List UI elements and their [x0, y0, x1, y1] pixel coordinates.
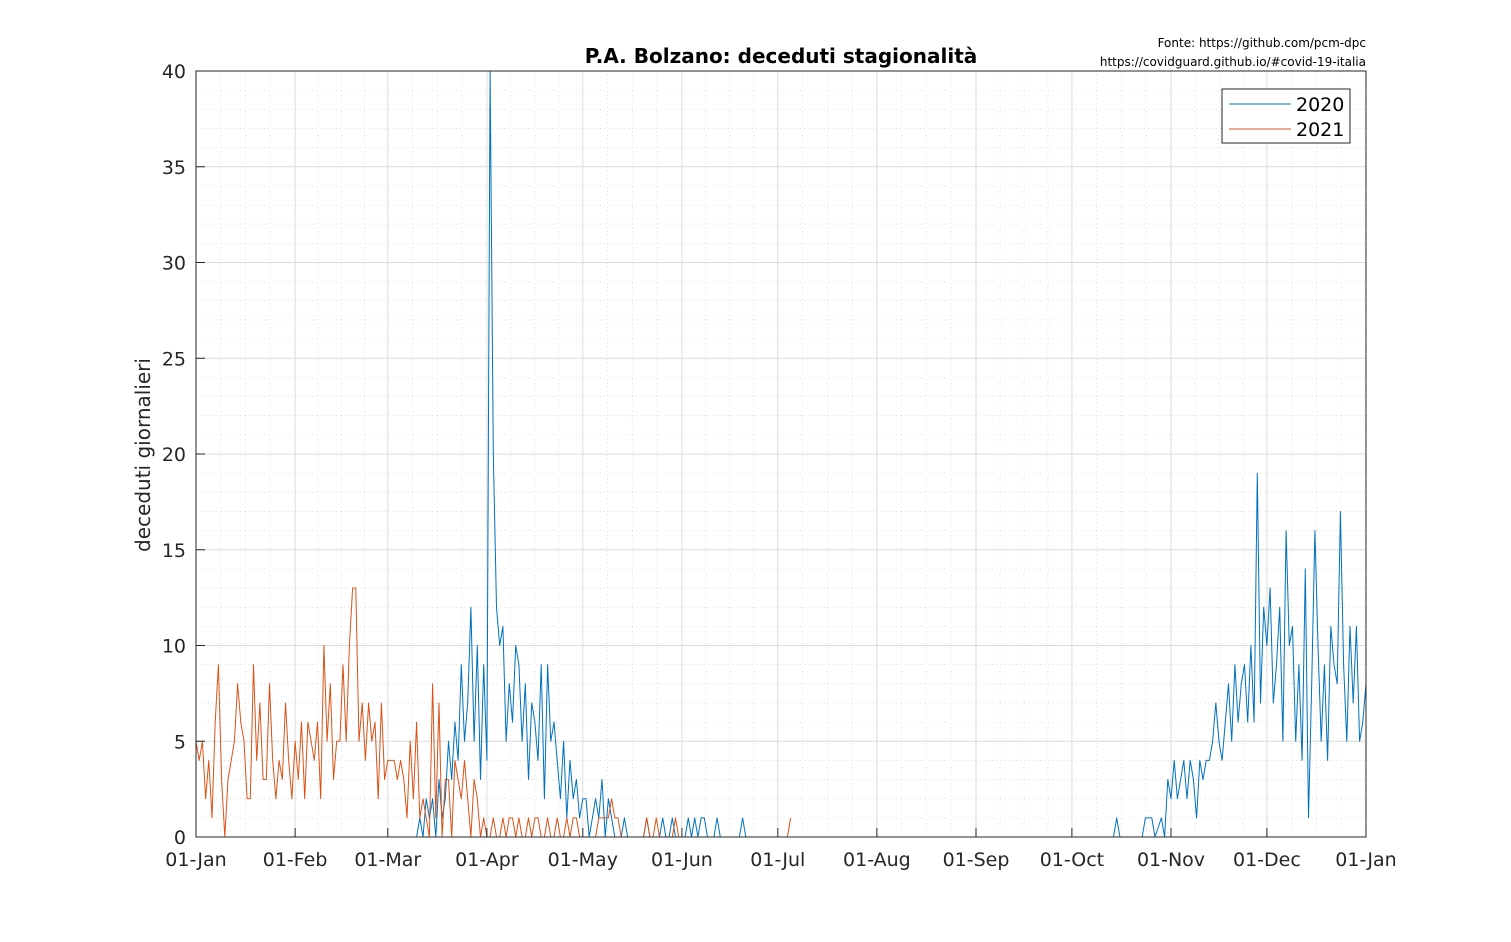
x-tick-label: 01-Jul [750, 849, 805, 871]
legend-label-2020: 2020 [1296, 94, 1344, 116]
x-tick-label: 01-Nov [1137, 849, 1205, 871]
y-tick-label: 30 [162, 253, 186, 275]
x-tick-label: 01-Apr [455, 849, 519, 871]
source-line-1: Fonte: https://github.com/pcm-dpc [1158, 36, 1366, 50]
x-tick-label: 01-Dec [1233, 849, 1301, 871]
y-axis-label: deceduti giornalieri [131, 358, 155, 552]
x-tick-label: 01-May [548, 849, 618, 871]
x-tick-label: 01-Jan [165, 849, 226, 871]
legend-label-2021: 2021 [1296, 119, 1344, 141]
y-tick-label: 35 [162, 157, 186, 179]
y-tick-label: 40 [162, 61, 186, 83]
legend-box [1221, 88, 1351, 144]
y-tick-label: 0 [174, 827, 186, 849]
series-layer [195, 70, 1367, 838]
y-tick-label: 5 [174, 731, 186, 753]
y-axis-ticks: 0 5 10 15 20 25 30 35 40 [162, 61, 205, 849]
x-tick-label: 01-Mar [354, 849, 421, 871]
x-tick-label: 01-Oct [1040, 849, 1104, 871]
x-tick-label: 01-Jan [1335, 849, 1396, 871]
y-tick-label: 15 [162, 540, 186, 562]
y-tick-label: 20 [162, 444, 186, 466]
x-tick-label: 01-Sep [943, 849, 1010, 871]
series-line-2021 [195, 587, 792, 838]
legend: 2020 2021 [1221, 88, 1351, 144]
y-tick-label: 10 [162, 636, 186, 658]
source-line-2: https://covidguard.github.io/#covid-19-i… [1100, 55, 1366, 69]
x-tick-label: 01-Jun [651, 849, 713, 871]
x-tick-label: 01-Aug [843, 849, 911, 871]
y-tick-label: 25 [162, 348, 186, 370]
x-axis-ticks: 01-Jan 01-Feb 01-Mar 01-Apr 01-May 01-Jun 01-J… [165, 828, 1397, 871]
chart-title: P.A. Bolzano: deceduti stagionalità [585, 44, 978, 68]
series-line-2020 [368, 70, 1367, 838]
minor-grid [196, 71, 1366, 837]
x-tick-label: 01-Feb [263, 849, 328, 871]
